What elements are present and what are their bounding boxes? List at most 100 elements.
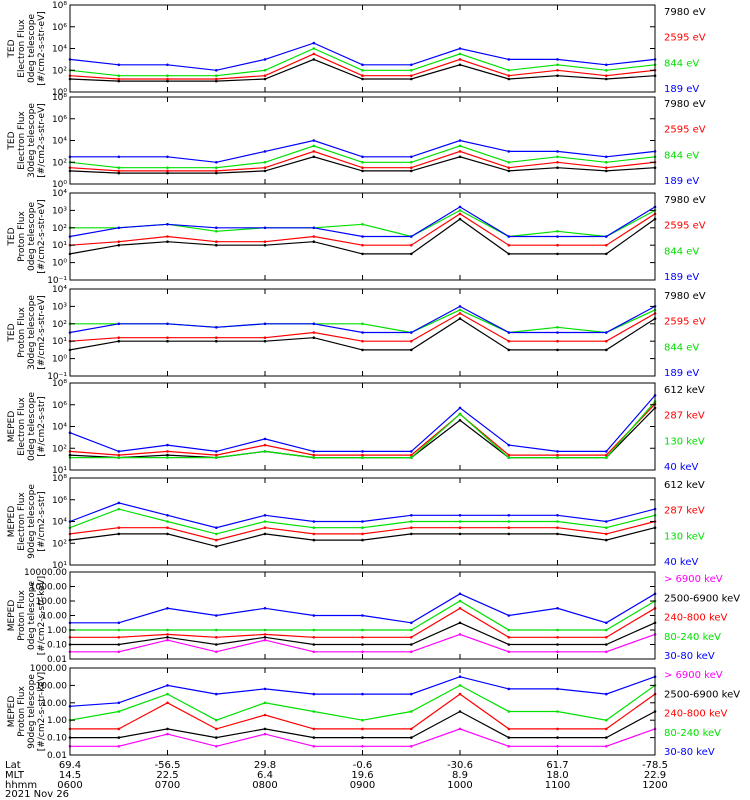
data-point	[507, 453, 511, 457]
data-point	[215, 628, 218, 632]
data-point	[361, 331, 364, 334]
data-point	[458, 412, 462, 416]
panel-1: 10⁰ 10² 10⁴ 10⁶ 10⁸ TEDElectron Flux0deg tele…	[7, 1, 706, 98]
data-point	[605, 161, 608, 164]
data-point	[166, 633, 169, 636]
data-point	[605, 727, 608, 731]
data-point	[605, 453, 608, 457]
data-point	[410, 650, 413, 654]
data-point	[117, 240, 121, 243]
legend-entry: 2500-6900 keV	[664, 689, 740, 700]
data-point	[458, 58, 462, 61]
y-tick-label: 10⁶	[52, 401, 67, 411]
data-point	[605, 77, 608, 81]
data-point	[507, 166, 511, 169]
data-point	[605, 243, 608, 247]
data-point	[263, 150, 267, 153]
y-axis-label: TEDElectron Flux0deg telescope[#/cm2-s-s…	[7, 11, 47, 86]
legend-entry: 844 eV	[664, 246, 699, 257]
y-tick-label: 10⁴	[52, 518, 67, 528]
time-axis-value: 69.4	[59, 760, 81, 771]
y-tick-label: 10⁴	[52, 189, 67, 199]
time-axis-value: 0900	[350, 780, 375, 791]
data-point	[507, 456, 511, 459]
data-point	[263, 74, 267, 77]
y-axis-label-line: MEPED	[7, 696, 17, 728]
data-point	[605, 331, 608, 334]
data-point	[312, 650, 316, 654]
y-axis-label-line: Proton Flux	[17, 211, 27, 262]
y-axis-label-line: TED	[7, 131, 17, 150]
data-point	[556, 339, 559, 343]
data-point	[556, 161, 559, 164]
legend-entry: 189 eV	[664, 368, 699, 379]
y-tick-label: 10⁸	[52, 474, 67, 484]
y-tick-label: 10⁻¹	[47, 276, 67, 286]
data-point	[312, 144, 316, 148]
data-point	[263, 633, 267, 636]
y-axis-label-line: [#/cm2-s-str-keV]	[37, 576, 47, 655]
data-point	[263, 687, 267, 691]
data-point	[507, 69, 511, 72]
time-axis-value: 1000	[447, 780, 472, 791]
data-point	[166, 336, 169, 340]
y-tick-label: 10¹	[52, 337, 67, 347]
data-point	[117, 526, 121, 529]
data-point	[215, 650, 218, 654]
data-point	[361, 745, 364, 748]
data-point	[166, 171, 169, 175]
data-point	[556, 636, 559, 639]
data-point	[410, 514, 413, 517]
data-point	[458, 419, 462, 422]
panel-4: 10⁻¹ 10⁰ 10¹ 10² 10³ 10⁴ TEDProton Flux30deg t…	[7, 285, 706, 382]
series-line-2500-6900-kev	[70, 710, 656, 739]
data-point	[166, 727, 169, 731]
data-point	[117, 171, 121, 175]
data-point	[410, 453, 413, 457]
legend-entry: 612 keV	[664, 385, 705, 396]
data-point	[117, 628, 121, 632]
data-point	[556, 727, 559, 731]
legend-entry: 80-240 keV	[664, 728, 721, 739]
y-axis-label-line: [#/cm2-s-str-eV]	[37, 295, 47, 370]
series-line-612-kev	[69, 527, 656, 548]
legend-entry: > 6900 keV	[664, 574, 723, 585]
data-point	[556, 643, 559, 646]
data-point	[263, 339, 267, 343]
data-point	[605, 532, 608, 536]
data-point	[263, 161, 267, 164]
data-point	[263, 638, 267, 642]
data-point	[117, 336, 121, 340]
data-point	[263, 243, 267, 247]
legend-entry: 2595 eV	[664, 317, 706, 328]
data-point	[410, 339, 413, 343]
data-point	[215, 326, 218, 329]
data-point	[263, 636, 267, 639]
data-point	[263, 77, 267, 81]
data-point	[215, 226, 218, 230]
data-point	[556, 710, 559, 713]
y-tick-label: 1.00	[47, 716, 67, 726]
data-point	[312, 520, 316, 523]
data-point	[410, 745, 413, 748]
legend-entry: 844 eV	[664, 342, 699, 353]
data-point	[263, 607, 267, 610]
data-point	[312, 150, 316, 153]
y-axis-label-line: [#/cm2-s-str]	[37, 396, 47, 456]
data-point	[263, 732, 267, 736]
data-point	[556, 532, 559, 536]
data-point	[605, 520, 608, 523]
data-point	[312, 47, 316, 50]
data-point	[117, 736, 121, 739]
data-point	[556, 58, 559, 61]
data-point	[556, 628, 559, 632]
y-axis-label-line: Proton Flux	[17, 590, 27, 641]
data-point	[361, 727, 364, 731]
time-axis-value: 19.6	[351, 770, 373, 781]
data-point	[312, 636, 316, 639]
data-point	[166, 322, 169, 326]
data-point	[312, 614, 316, 617]
data-point	[117, 650, 121, 654]
data-point	[361, 538, 364, 542]
data-point	[312, 453, 316, 457]
